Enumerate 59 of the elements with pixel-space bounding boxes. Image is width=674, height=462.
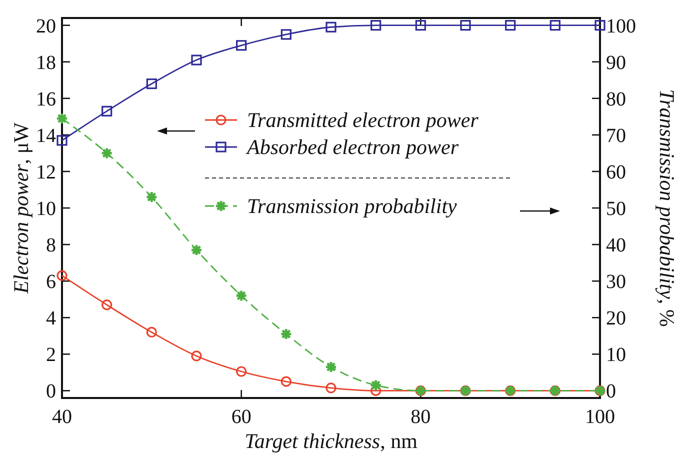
point: [324, 360, 338, 374]
point: [191, 350, 202, 362]
y2-tick-label: 30: [606, 271, 626, 294]
y-tick-label: 4: [46, 308, 56, 330]
point: [236, 40, 247, 51]
y2-tick-label: 90: [606, 52, 626, 74]
legend-label: Transmission probability: [247, 194, 458, 218]
point: [190, 244, 203, 256]
point: [505, 20, 516, 31]
point: [102, 106, 112, 116]
point: [146, 78, 157, 90]
y-tick-label: 14: [36, 124, 56, 147]
y-tick-label: 16: [36, 88, 56, 110]
y-axis-title: Electron power, μW: [9, 122, 33, 294]
point: [415, 20, 426, 31]
y2-tick-label: 50: [606, 198, 626, 220]
y-tick-label: 6: [46, 271, 56, 294]
x-tick-label: 100: [585, 406, 615, 428]
point: [280, 376, 292, 387]
y-tick-label: 20: [36, 15, 56, 38]
point: [326, 22, 336, 32]
y2-tick-label: 60: [606, 161, 626, 184]
y2-tick-label: 0: [606, 380, 616, 403]
x-tick-label: 80: [410, 406, 431, 428]
y2-tick-label: 20: [606, 308, 626, 330]
legend-label: Absorbed electron power: [245, 135, 460, 159]
point: [370, 20, 382, 31]
y2-tick-label: 10: [606, 344, 626, 366]
y-tick-label: 8: [46, 234, 56, 257]
y-tick-label: 2: [46, 344, 56, 366]
point: [56, 135, 68, 146]
x-tick-label: 40: [52, 406, 72, 428]
point: [594, 20, 606, 31]
point: [460, 20, 471, 31]
x-tick-label: 60: [231, 406, 252, 428]
x-axis-title: Target thickness, nm: [244, 429, 418, 453]
point: [102, 300, 112, 310]
point: [370, 379, 382, 392]
point: [280, 29, 292, 40]
point: [280, 328, 292, 340]
y-tick-label: 0: [46, 380, 56, 403]
y2-tick-label: 70: [606, 124, 626, 147]
point: [326, 382, 336, 394]
y-tick-label: 10: [36, 198, 56, 220]
point: [550, 20, 560, 31]
point: [236, 366, 247, 377]
legend-label: Transmitted electron power: [247, 108, 480, 132]
y2-tick-label: 40: [606, 234, 626, 257]
y-tick-label: 18: [36, 52, 56, 74]
point: [146, 326, 157, 338]
point: [100, 146, 114, 160]
point: [56, 270, 68, 281]
point: [191, 54, 202, 66]
point: [235, 289, 248, 302]
y-tick-label: 12: [36, 161, 56, 184]
y2-tick-label: 80: [606, 88, 626, 110]
point: [56, 112, 68, 125]
y2-tick-label: 100: [606, 15, 636, 38]
point: [145, 190, 158, 204]
